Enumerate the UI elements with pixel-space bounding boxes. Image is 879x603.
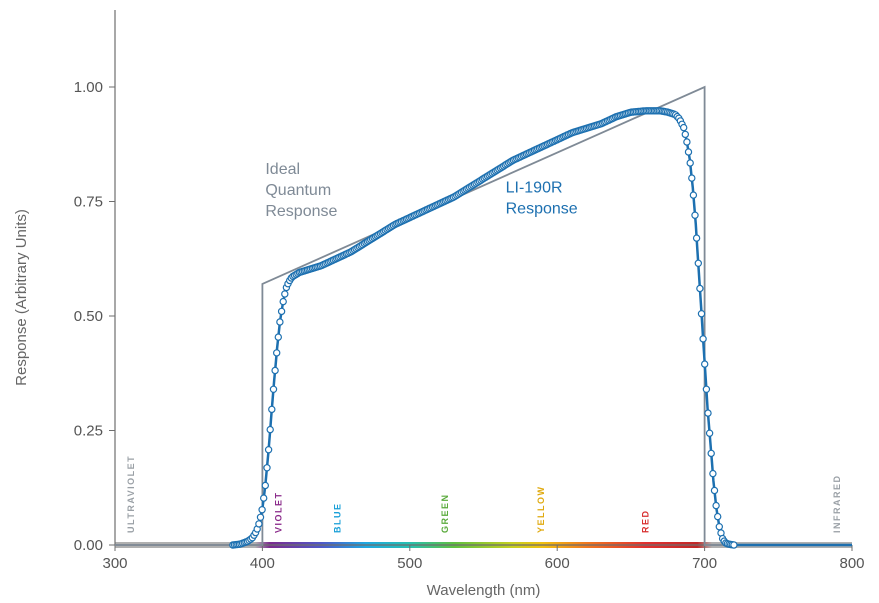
li190r-data-point [271,366,279,375]
li190r-data-point [705,429,714,437]
li190r-data-point [681,130,690,139]
spectrum-label-green: GREEN [440,493,450,533]
li190r-data-point [730,541,738,549]
y-tick-label: 0.25 [74,423,103,440]
x-tick-label: 500 [397,555,422,572]
spectrum-label-violet: VIOLET [274,491,284,533]
li190r-data-point [709,469,717,478]
li190r-data-point [274,333,282,341]
annotation-line: Ideal [265,161,300,178]
li190r-data-point [264,446,273,454]
li190r-data-point [256,513,265,522]
li190r-data-point [258,506,266,514]
y-tick-label: 0.00 [74,537,103,554]
li190r-data-point [696,284,704,293]
li190r-data-point [686,159,694,167]
ideal-response-line [115,85,852,546]
spectrum-label-blue: BLUE [333,503,343,534]
spectrum-label-ultraviolet: ULTRAVIOLET [126,455,136,533]
li190r-data-point [701,360,709,368]
li190r-data-point [279,297,287,306]
y-tick-label: 1.00 [74,79,103,96]
annotation-line: Response [506,200,578,217]
li190r-data-point [273,349,281,357]
li190r-data-point [702,385,711,393]
y-tick-label: 0.50 [74,308,103,325]
li190r-data-point [260,494,268,502]
li190r-data-point [268,405,276,414]
x-tick-label: 400 [250,555,275,572]
li190r-data-point [263,464,271,472]
li190r-data-point [694,259,703,267]
spectrum-label-infrared: INFRARED [832,475,842,534]
ideal-response-series [115,85,852,546]
li190r-data-point [704,409,712,417]
li190r-data-point [269,385,278,393]
li190r-data-point [710,486,719,495]
spectrum-layer: ULTRAVIOLET VIOLET BLUE GREEN YELLOW RED INFRA… [115,455,852,548]
li190r-data-point [714,512,722,521]
li190r-data-point [689,191,698,199]
li190r-data-point [684,148,693,156]
li190r-response-line [232,109,852,547]
li190r-data-point [712,501,720,510]
li190r-data-point [697,310,706,318]
annotation-line: Quantum [265,182,331,199]
spectrum-label-red: RED [641,509,651,533]
li190r-data-point [255,520,263,528]
x-tick-label: 600 [545,555,570,572]
li190r-data-point [707,449,715,458]
li190r-data-point [683,138,691,146]
li190r-data-point [276,318,284,326]
li190r-data-point [691,211,699,219]
y-axis-title: Response (Arbitrary Units) [13,209,30,386]
li190r-data-point [715,523,724,531]
x-axis-title: Wavelength (nm) [427,582,541,599]
li190r-data-point [277,307,286,316]
li190r-data-point [692,234,701,242]
annotation-line: Response [265,203,337,220]
li190r-data-point [281,290,289,298]
y-tick-label: 0.75 [74,194,103,211]
li190r-data-point [688,174,696,182]
li190r-data-point [680,123,688,132]
x-tick-label: 300 [102,555,127,572]
annotations: Ideal Quantum Response LI-190R Response [265,161,577,220]
li190r-data-point [261,481,269,490]
x-tick-label: 800 [839,555,864,572]
axes: 0.00 0.25 0.50 0.75 1.00 300 400 500 600 700 800 [74,10,865,572]
annotation-line: LI-190R [506,179,563,196]
li190r-data-point [699,335,707,343]
li190r-response-series [229,107,852,549]
spectrum-label-yellow: YELLOW [536,486,546,534]
li190r-data-point [266,425,274,434]
x-tick-label: 700 [692,555,717,572]
